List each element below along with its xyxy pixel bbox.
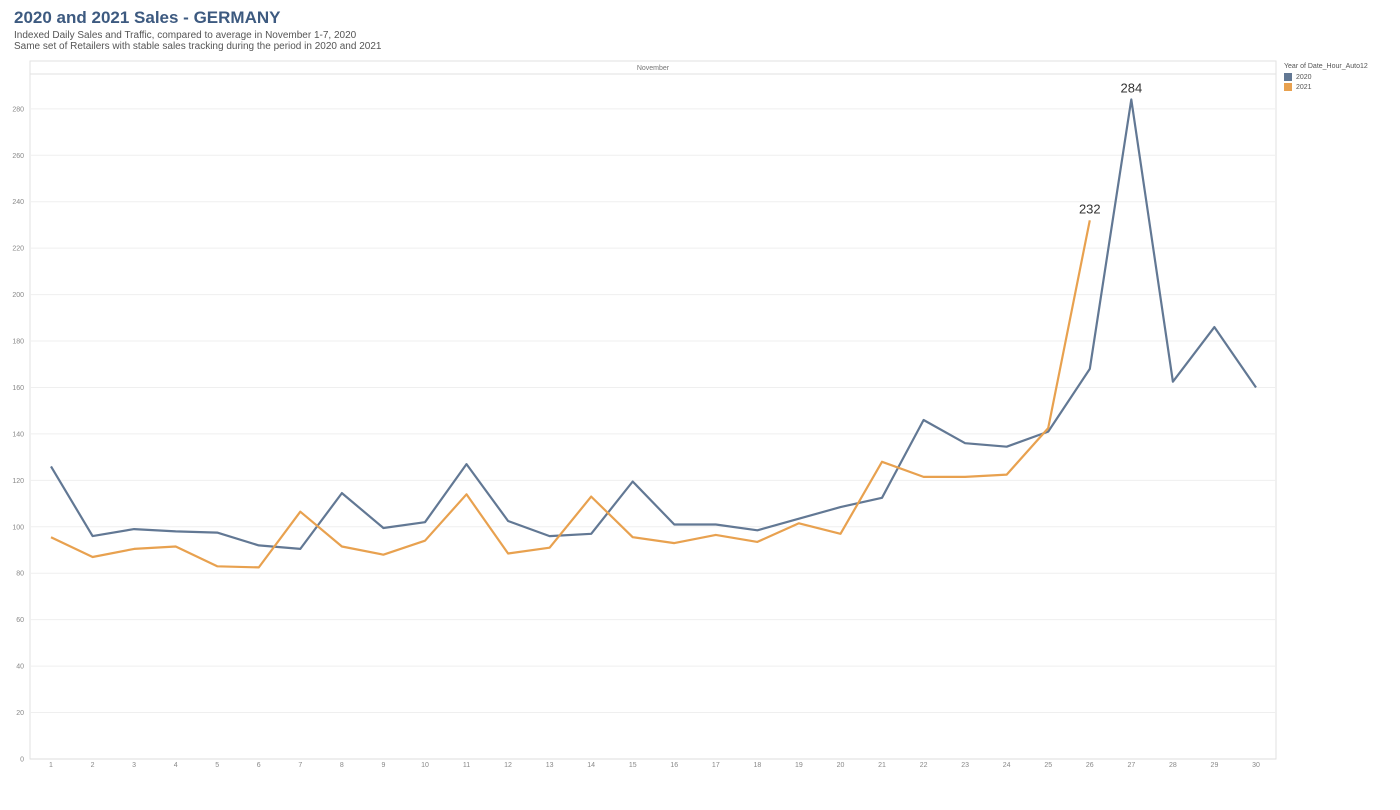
y-tick-label-80: 80 — [16, 571, 24, 578]
x-tick-label-9: 9 — [381, 762, 385, 769]
x-tick-label-10: 10 — [421, 762, 429, 769]
x-tick-label-4: 4 — [174, 762, 178, 769]
legend-item-2021[interactable]: 2021 — [1284, 83, 1368, 91]
y-tick-label-0: 0 — [20, 757, 24, 764]
x-tick-label-29: 29 — [1211, 762, 1219, 769]
data-label-2021-26: 232 — [1079, 201, 1101, 216]
y-tick-label-260: 260 — [12, 153, 24, 160]
legend-swatch-2021 — [1284, 83, 1292, 91]
y-tick-label-160: 160 — [12, 385, 24, 392]
legend: Year of Date_Hour_Auto12 2020 2021 — [1284, 63, 1368, 93]
y-tick-label-60: 60 — [16, 617, 24, 624]
x-tick-label-15: 15 — [629, 762, 637, 769]
x-tick-label-22: 22 — [920, 762, 928, 769]
column-header-label: November — [637, 65, 670, 72]
y-tick-label-180: 180 — [12, 339, 24, 346]
y-tick-label-240: 240 — [12, 199, 24, 206]
y-tick-label-100: 100 — [12, 524, 24, 531]
series-line-2021[interactable] — [50, 220, 1091, 569]
legend-item-2020[interactable]: 2020 — [1284, 73, 1368, 81]
chart-subtitle-1: Indexed Daily Sales and Traffic, compare… — [14, 30, 357, 41]
plot-area — [29, 73, 1277, 760]
x-tick-label-26: 26 — [1086, 762, 1094, 769]
x-tick-label-12: 12 — [504, 762, 512, 769]
x-tick-label-17: 17 — [712, 762, 720, 769]
y-tick-label-140: 140 — [12, 431, 24, 438]
y-tick-label-220: 220 — [12, 246, 24, 253]
x-tick-label-23: 23 — [961, 762, 969, 769]
x-tick-label-18: 18 — [753, 762, 761, 769]
x-tick-label-27: 27 — [1127, 762, 1135, 769]
y-tick-label-120: 120 — [12, 478, 24, 485]
y-tick-label-200: 200 — [12, 292, 24, 299]
x-tick-label-1: 1 — [49, 762, 53, 769]
series-line-2020[interactable] — [50, 98, 1257, 551]
x-tick-label-5: 5 — [215, 762, 219, 769]
x-tick-label-14: 14 — [587, 762, 595, 769]
y-tick-label-40: 40 — [16, 664, 24, 671]
chart-title: 2020 and 2021 Sales - GERMANY — [14, 8, 281, 27]
data-label-2020-27: 284 — [1120, 81, 1142, 96]
x-tick-label-2: 2 — [91, 762, 95, 769]
x-tick-label-16: 16 — [670, 762, 678, 769]
y-tick-label-20: 20 — [16, 710, 24, 717]
y-tick-label-280: 280 — [12, 106, 24, 113]
legend-label-2020: 2020 — [1296, 73, 1312, 81]
x-tick-label-8: 8 — [340, 762, 344, 769]
x-tick-label-6: 6 — [257, 762, 261, 769]
chart-subtitle-2: Same set of Retailers with stable sales … — [14, 41, 382, 52]
x-tick-label-13: 13 — [546, 762, 554, 769]
x-tick-label-19: 19 — [795, 762, 803, 769]
legend-label-2021: 2021 — [1296, 83, 1312, 91]
legend-swatch-2020 — [1284, 73, 1292, 81]
x-tick-label-24: 24 — [1003, 762, 1011, 769]
x-tick-label-7: 7 — [298, 762, 302, 769]
x-tick-label-11: 11 — [463, 762, 470, 769]
legend-title: Year of Date_Hour_Auto12 — [1284, 63, 1368, 70]
x-tick-label-3: 3 — [132, 762, 136, 769]
x-tick-label-25: 25 — [1044, 762, 1052, 769]
x-tick-label-21: 21 — [878, 762, 886, 769]
x-tick-label-20: 20 — [837, 762, 845, 769]
x-tick-label-28: 28 — [1169, 762, 1177, 769]
x-tick-label-30: 30 — [1252, 762, 1260, 769]
